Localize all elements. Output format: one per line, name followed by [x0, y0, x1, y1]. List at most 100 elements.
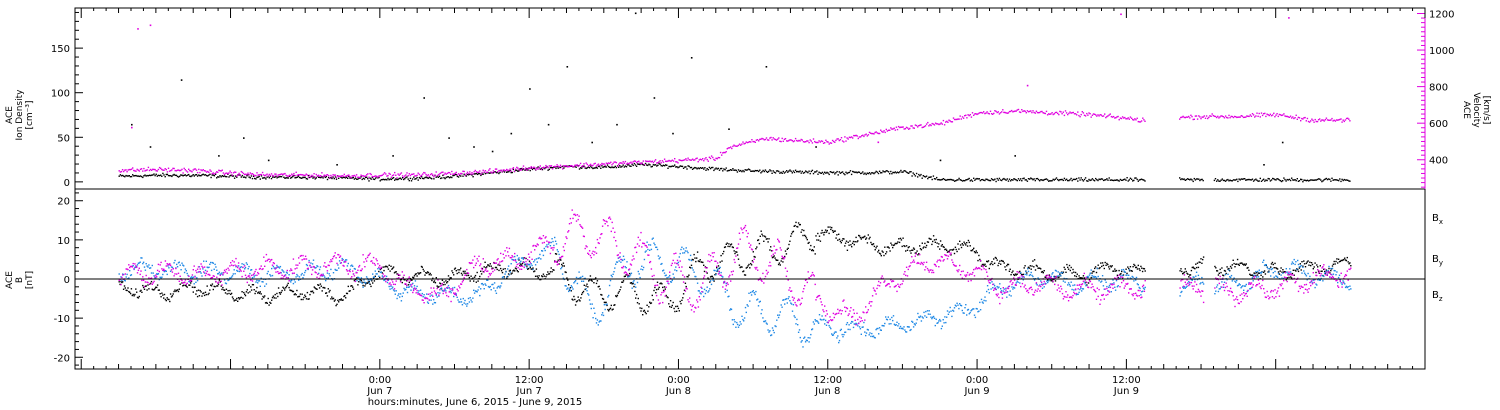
velocity-point [195, 169, 198, 171]
velocity-point [127, 169, 129, 171]
by-point [612, 273, 614, 275]
bx-point [1275, 267, 1277, 269]
velocity-point [911, 125, 913, 127]
by-point [959, 303, 961, 305]
bx-point [295, 294, 297, 296]
velocity-point [862, 134, 864, 136]
bx-point [987, 260, 990, 262]
velocity-point [806, 140, 808, 142]
bx-point [977, 259, 979, 262]
density-outlier [218, 155, 220, 157]
by-point [595, 317, 597, 320]
bx-point [1228, 267, 1230, 270]
bx-point [124, 287, 126, 289]
velocity-point [1076, 114, 1078, 116]
by-point [308, 259, 310, 262]
by-point [381, 275, 383, 277]
velocity-point [1265, 115, 1267, 118]
density-point [210, 176, 212, 179]
by-point [696, 282, 699, 284]
velocity-point [583, 163, 585, 165]
by-point [1108, 286, 1110, 288]
by-point [811, 328, 813, 331]
by-point [851, 320, 853, 323]
bz-point [170, 269, 173, 271]
by-point [132, 265, 134, 267]
density-point [815, 171, 817, 173]
bx-point [703, 264, 705, 266]
velocity-point [1348, 118, 1350, 120]
velocity-point [1140, 120, 1143, 122]
density-point [952, 179, 955, 181]
by-point [1103, 288, 1105, 290]
density-point [637, 163, 639, 165]
bx-point [1306, 261, 1308, 263]
by-point [419, 289, 422, 291]
bx-point [294, 293, 296, 295]
by-point [1105, 281, 1107, 283]
velocity-point [988, 113, 990, 115]
velocity-point [971, 112, 974, 114]
velocity-point [794, 137, 797, 140]
bx-point [129, 292, 132, 295]
bx-point [1039, 267, 1041, 269]
bx-point [701, 261, 703, 263]
density-point [1323, 179, 1325, 181]
by-point [1324, 271, 1327, 274]
velocity-point [598, 164, 601, 167]
density-point [629, 165, 631, 167]
bx-point [241, 291, 243, 293]
by-point [324, 276, 326, 278]
density-point [685, 166, 687, 168]
density-point [498, 172, 500, 175]
by-point [360, 277, 363, 279]
velocity-point [358, 176, 360, 178]
by-point [304, 269, 307, 272]
bx-point [971, 249, 973, 252]
by-point [1234, 280, 1236, 282]
density-point [799, 170, 801, 172]
bx-point [901, 245, 903, 248]
bx-point [902, 237, 904, 239]
bx-point [932, 240, 934, 243]
bx-point [261, 298, 263, 300]
bx-point [650, 302, 653, 304]
bx-point [1028, 267, 1031, 269]
density-point [1241, 178, 1244, 180]
velocity-point [1044, 112, 1046, 115]
velocity-point [232, 172, 235, 174]
density-point [855, 171, 857, 173]
density-point [502, 170, 504, 172]
bx-point [1298, 267, 1301, 269]
by-point [602, 314, 605, 317]
bx-point [1265, 264, 1267, 267]
velocity-point [1193, 118, 1195, 120]
by-point [1076, 293, 1078, 295]
velocity-point [454, 172, 456, 174]
bx-point [1262, 276, 1264, 278]
density-point [697, 167, 699, 169]
density-point [1017, 178, 1020, 180]
density-point [539, 168, 541, 170]
density-point [1260, 180, 1263, 182]
by-point [1321, 274, 1323, 277]
by-point [1229, 276, 1232, 279]
density-point [925, 175, 928, 177]
density-point [158, 174, 161, 177]
velocity-point [1037, 112, 1040, 114]
velocity-point [220, 170, 222, 172]
density-point [526, 168, 528, 170]
by-point [140, 257, 142, 259]
velocity-point [1184, 116, 1186, 119]
density-point [347, 177, 349, 179]
velocity-point [1022, 110, 1024, 113]
velocity-point [722, 152, 724, 154]
bx-point [755, 248, 757, 250]
density-point [221, 175, 223, 177]
by-point [400, 300, 403, 302]
bx-point [315, 288, 317, 290]
bx-point [967, 239, 970, 242]
density-point [865, 173, 867, 176]
velocity-point [158, 166, 161, 169]
by-point [930, 316, 932, 318]
